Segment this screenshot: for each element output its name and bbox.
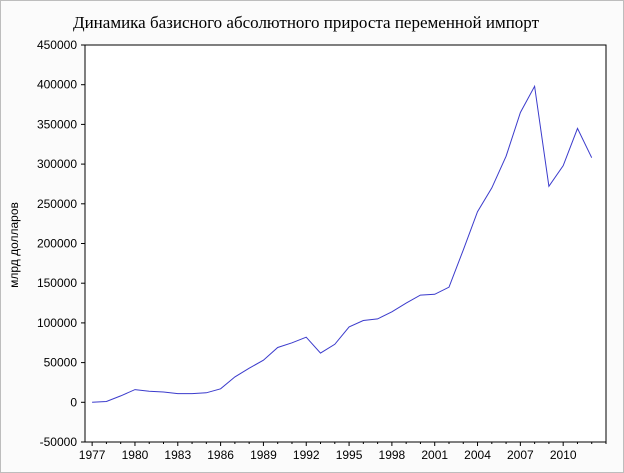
y-tick-label: 150000 [37,276,77,290]
x-tick-label: 1986 [207,448,234,462]
y-axis: -50000 0 50000 100000 150000 200000 250000 3000… [37,38,85,449]
y-tick-label: -50000 [40,435,78,449]
y-tick-label: 450000 [37,38,77,52]
y-tick-label: 350000 [37,117,77,131]
y-tick-label: 300000 [37,157,77,171]
y-tick-label: 0 [70,395,77,409]
x-tick-label: 2007 [507,448,534,462]
x-tick-label: 2010 [550,448,577,462]
y-tick-label: 100000 [37,316,77,330]
y-tick-label: 50000 [44,356,78,370]
series-line [92,84,593,403]
y-tick-label: 250000 [37,197,77,211]
x-tick-label: 2004 [464,448,491,462]
x-tick-label: 1983 [164,448,191,462]
x-tick-label: 1998 [379,448,406,462]
chart-title: Динамика базисного абсолютного прироста … [73,13,540,32]
series-group [92,84,593,403]
y-axis-label: млрд долларов [7,202,21,288]
x-tick-label: 1980 [122,448,149,462]
y-tick-label: 200000 [37,237,77,251]
x-tick-label: 1992 [293,448,320,462]
x-tick-label: 1989 [250,448,277,462]
y-tick-label: 400000 [37,78,77,92]
x-tick-label: 1977 [79,448,106,462]
x-axis: 1977 1980 1983 1986 1989 1992 1995 1998 2001 2004… [79,442,607,462]
plot-area [84,44,607,443]
x-tick-label: 2001 [421,448,448,462]
x-tick-label: 1995 [336,448,363,462]
